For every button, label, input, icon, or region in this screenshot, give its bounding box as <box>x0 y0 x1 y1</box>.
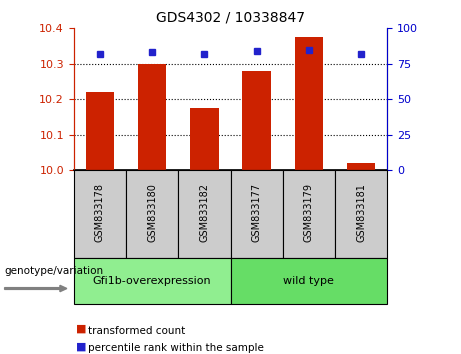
Bar <box>230 258 387 304</box>
Bar <box>126 170 178 258</box>
Text: transformed count: transformed count <box>88 326 185 336</box>
Bar <box>335 170 387 258</box>
Text: Gfi1b-overexpression: Gfi1b-overexpression <box>93 276 212 286</box>
Text: GSM833180: GSM833180 <box>147 183 157 242</box>
Bar <box>230 170 283 258</box>
Bar <box>242 71 271 170</box>
Text: GSM833182: GSM833182 <box>199 183 209 242</box>
Bar <box>347 163 375 170</box>
Bar <box>178 170 230 258</box>
Bar <box>295 37 323 170</box>
Bar <box>283 170 335 258</box>
Text: GSM833181: GSM833181 <box>356 183 366 242</box>
Bar <box>74 258 230 304</box>
Bar <box>190 108 219 170</box>
Text: ■: ■ <box>76 342 87 352</box>
Text: GSM833179: GSM833179 <box>304 183 314 242</box>
Text: wild type: wild type <box>284 276 334 286</box>
Text: GSM833177: GSM833177 <box>252 183 262 242</box>
Text: ■: ■ <box>76 324 87 334</box>
Text: percentile rank within the sample: percentile rank within the sample <box>88 343 264 353</box>
Bar <box>74 170 126 258</box>
Title: GDS4302 / 10338847: GDS4302 / 10338847 <box>156 10 305 24</box>
Text: genotype/variation: genotype/variation <box>5 266 104 276</box>
Bar <box>85 92 114 170</box>
Bar <box>138 64 166 170</box>
Text: GSM833178: GSM833178 <box>95 183 105 242</box>
